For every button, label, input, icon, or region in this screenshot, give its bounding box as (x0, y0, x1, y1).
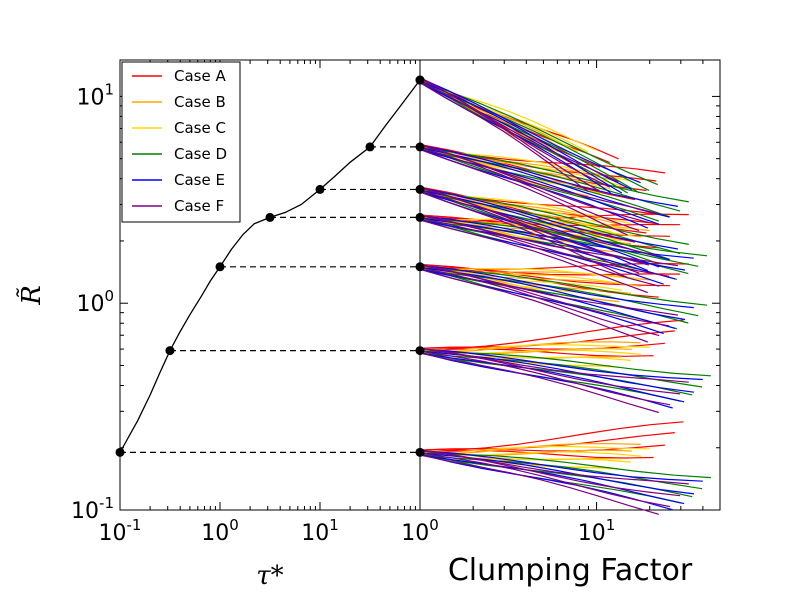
series-line-case-a (419, 421, 684, 453)
series-line-case-e (419, 217, 686, 271)
legend-label: Case C (174, 119, 226, 137)
left-ytick-label: 10-1 (71, 494, 114, 524)
series-line-case-f (419, 80, 601, 192)
series-line-case-c (419, 445, 650, 456)
series-line-case-f (419, 186, 658, 257)
series-line-case-f (419, 263, 678, 316)
series-line-case-f (419, 449, 689, 485)
series-line-case-e (419, 348, 703, 381)
series-line-case-f (419, 191, 628, 279)
legend-label: Case B (174, 93, 226, 111)
start-point (415, 346, 425, 356)
tau-point (115, 447, 125, 457)
series-line-case-f (419, 143, 658, 215)
series-line-case-a (419, 77, 611, 164)
series-line-case-f (419, 352, 659, 414)
series-line-case-b (419, 268, 650, 281)
series-line-case-e (419, 82, 623, 194)
series-line-case-f (419, 76, 619, 183)
series-line-case-f (419, 214, 678, 267)
legend-label: Case F (174, 197, 224, 215)
series-line-case-e (419, 187, 679, 250)
tau-curve (119, 79, 421, 453)
start-point (415, 212, 425, 222)
series-line-case-c (419, 344, 650, 354)
series-line-case-f (419, 347, 689, 383)
start-point (415, 142, 425, 152)
series-line-case-d (419, 188, 659, 265)
left-xtick-label: 101 (301, 516, 339, 546)
start-point (415, 75, 425, 85)
start-point (415, 184, 425, 194)
axis-labels: 10-1 100 101 100 10-1 100 101 101 τ* R̃ Clumping F… (16, 80, 693, 591)
series-line-case-f (419, 268, 649, 343)
series-line-case-d (419, 189, 689, 245)
legend-box (121, 61, 241, 223)
series-line-case-f (419, 147, 640, 232)
series-line-case-e (419, 77, 641, 184)
right-xtick-label: 101 (578, 516, 616, 546)
legend-label: Case E (174, 171, 225, 189)
series-line-case-d (419, 145, 659, 222)
series-line-case-f (419, 454, 659, 515)
left-xtick-label: 100 (401, 516, 439, 546)
series-line-case-f (419, 217, 660, 287)
tau-point (215, 262, 225, 272)
series-line-case-f (419, 189, 640, 274)
legend-label: Case D (174, 145, 227, 163)
series-line-case-f (419, 148, 628, 236)
series-line-case-e (419, 264, 694, 309)
left-xtick-label: 100 (201, 516, 239, 546)
start-point (415, 447, 425, 457)
legend: Case A Case B Case C Case D Case E Case F (121, 61, 241, 223)
right-plot-frame (419, 59, 721, 511)
series-line-case-e (419, 450, 703, 482)
series-line-case-f (419, 219, 649, 294)
series-line-case-f (419, 452, 671, 508)
tau-point (315, 184, 325, 194)
legend-label: Case A (174, 67, 226, 85)
series-line-case-e (419, 454, 685, 505)
series-line-case-f (419, 350, 671, 406)
series-line-case-f (419, 266, 660, 337)
yaxis-title: R̃ (16, 285, 47, 306)
left-ytick-label: 101 (76, 80, 114, 110)
series-line-case-a (419, 319, 684, 351)
left-xtick-label: 10-1 (99, 516, 142, 546)
left-xaxis-title: τ* (256, 561, 283, 591)
series-line-case-e (419, 144, 679, 207)
right-xaxis-title: Clumping Factor (448, 553, 693, 588)
tau-point (265, 212, 275, 222)
left-ytick-label: 100 (76, 287, 114, 317)
series-line-case-e (419, 266, 686, 321)
series-line-case-e (419, 352, 685, 403)
tau-point (365, 142, 375, 152)
series-line-case-f (419, 82, 589, 193)
right-panel (415, 59, 721, 515)
tau-point (165, 346, 175, 356)
left-panel (115, 59, 425, 511)
start-point (415, 262, 425, 272)
